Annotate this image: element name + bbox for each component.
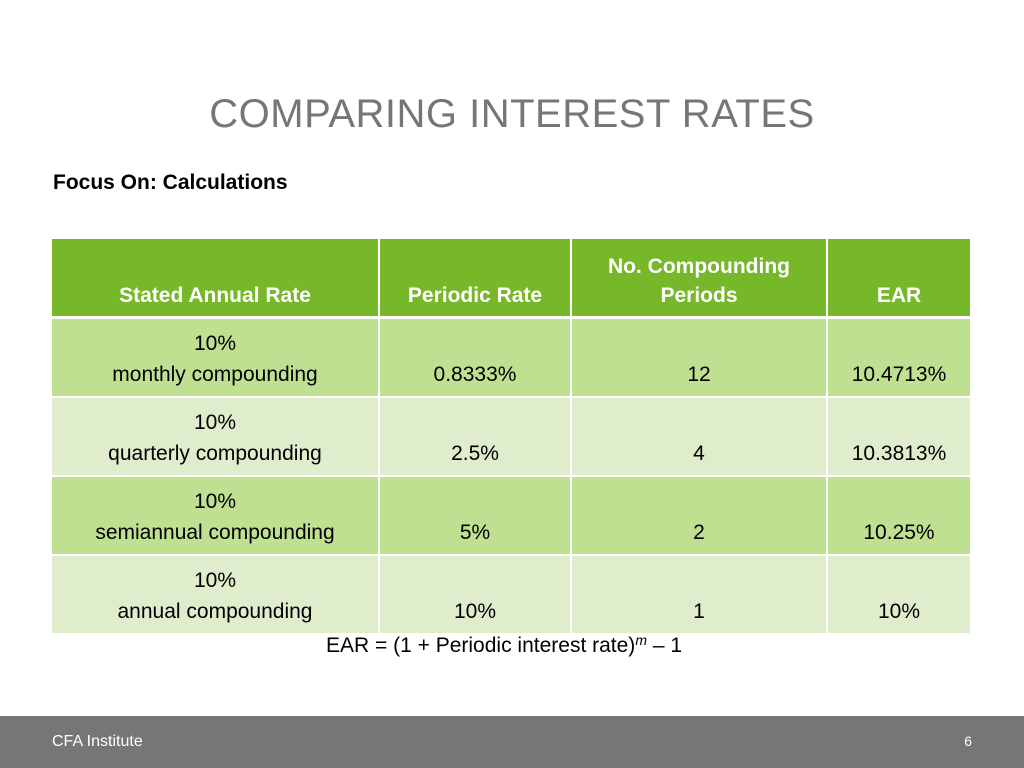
header-periodic-rate: Periodic Rate	[379, 239, 572, 319]
slide-subtitle: Focus On: Calculations	[53, 171, 288, 194]
table-header-row: Stated Annual Rate Periodic Rate No. Com…	[52, 239, 970, 319]
header-ear: EAR	[827, 239, 970, 319]
ear-cell: 10%	[827, 555, 970, 635]
ear-cell: 10.3813%	[827, 397, 970, 477]
footer-bar: CFA Institute 6	[0, 716, 1024, 768]
slide-title: COMPARING INTEREST RATES	[209, 92, 815, 136]
stated-rate: 10%	[193, 569, 237, 592]
interest-rates-table: Stated Annual Rate Periodic Rate No. Com…	[52, 239, 970, 635]
header-compounding-periods: No. Compounding Periods	[571, 239, 828, 319]
table-row: 10% semiannual compounding 5% 2 10.25%	[52, 476, 970, 556]
compounding-method: semiannual compounding	[95, 521, 335, 544]
stated-rate: 10%	[193, 490, 237, 513]
compounding-method: monthly compounding	[112, 363, 318, 386]
periods-cell: 1	[571, 555, 828, 635]
ear-cell: 10.4713%	[827, 317, 970, 398]
stated-rate: 10%	[193, 411, 237, 434]
compounding-method: annual compounding	[117, 600, 313, 623]
footer-brand: CFA Institute	[52, 733, 143, 750]
formula-lhs: EAR = (1 + Periodic interest rate)	[326, 634, 636, 657]
compounding-method: quarterly compounding	[108, 442, 322, 465]
periodic-rate-cell: 10%	[379, 555, 572, 635]
table-row: 10% quarterly compounding 2.5% 4 10.3813…	[52, 397, 970, 477]
ear-cell: 10.25%	[827, 476, 970, 556]
stated-rate-cell: 10% annual compounding	[52, 555, 380, 635]
stated-rate-cell: 10% monthly compounding	[52, 317, 380, 398]
formula-exponent: m	[635, 632, 647, 648]
periodic-rate-cell: 5%	[379, 476, 572, 556]
header-stated-annual-rate: Stated Annual Rate	[52, 239, 380, 319]
table-row: 10% annual compounding 10% 1 10%	[52, 555, 970, 635]
periods-cell: 4	[571, 397, 828, 477]
stated-rate: 10%	[193, 332, 237, 355]
ear-formula: EAR = (1 + Periodic interest rate)m – 1	[326, 632, 682, 658]
formula-rhs: – 1	[646, 634, 683, 657]
stated-rate-cell: 10% semiannual compounding	[52, 476, 380, 556]
page-number: 6	[964, 733, 972, 749]
periodic-rate-cell: 2.5%	[379, 397, 572, 477]
periods-cell: 12	[571, 317, 828, 398]
periods-cell: 2	[571, 476, 828, 556]
stated-rate-cell: 10% quarterly compounding	[52, 397, 380, 477]
periodic-rate-cell: 0.8333%	[379, 317, 572, 398]
table-row: 10% monthly compounding 0.8333% 12 10.47…	[52, 317, 970, 398]
